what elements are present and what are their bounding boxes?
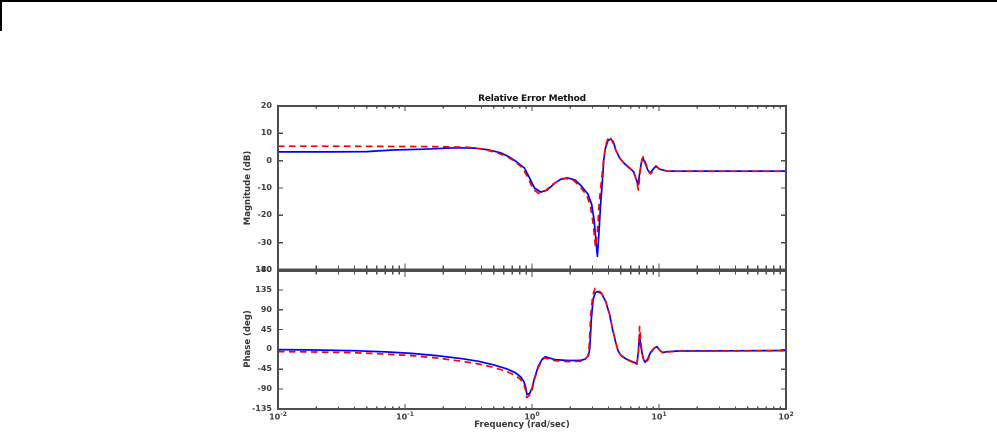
- x-tick-label: 10-1: [396, 411, 414, 422]
- phase-y-tick-label: -90: [257, 384, 272, 394]
- magnitude-red-dashed-curve: [279, 135, 785, 248]
- figure-title: Relative Error Method: [478, 94, 586, 104]
- x-tick-label: 101: [651, 411, 667, 422]
- phase-y-tick-label: 45: [260, 324, 272, 334]
- phase-y-tick-label: -45: [257, 364, 272, 374]
- window-top-border: [0, 0, 997, 2]
- phase-y-tick-label: -135: [251, 404, 272, 413]
- phase-y-tick-label: 90: [260, 304, 272, 314]
- phase-curves: [279, 287, 785, 399]
- magnitude-y-tick-label: -10: [257, 183, 272, 192]
- magnitude-y-tick-label: 0: [266, 155, 272, 165]
- axes-layer: [277, 105, 787, 410]
- x-tick-label: 100: [524, 411, 540, 422]
- magnitude-y-tick-label: -20: [257, 210, 272, 220]
- x-tick-label: 10-2: [269, 411, 287, 422]
- magnitude-y-tick-label: 10: [260, 128, 272, 138]
- frequency-axis-label: Frequency (rad/sec): [474, 420, 570, 430]
- x-tick-label: 102: [778, 411, 794, 422]
- phase-red-dashed-curve: [279, 287, 785, 399]
- phase-y-tick-label: 0: [266, 344, 272, 354]
- magnitude-curves: [279, 135, 785, 258]
- phase-axis-label: Phase (deg): [243, 310, 253, 368]
- window-left-border: [0, 0, 2, 31]
- magnitude-y-tick-label: -30: [257, 237, 272, 247]
- magnitude-y-tick-label: -40: [257, 265, 272, 274]
- phase-blue-solid-curve: [279, 290, 785, 396]
- phase-y-tick-label: 180: [255, 265, 272, 274]
- magnitude-plot-frame: [277, 105, 787, 271]
- phase-y-tick-label: 135: [255, 284, 272, 294]
- magnitude-blue-solid-curve: [279, 138, 785, 258]
- magnitude-y-tick-label: 20: [260, 101, 272, 110]
